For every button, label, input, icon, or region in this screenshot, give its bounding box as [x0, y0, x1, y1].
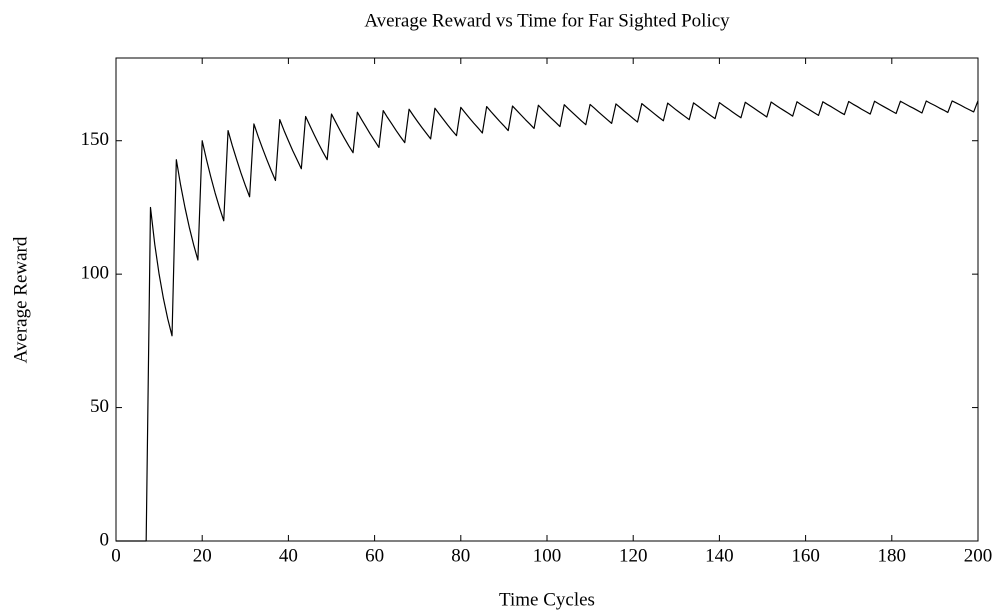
x-tick-label: 0	[111, 545, 121, 566]
x-tick-label: 40	[279, 545, 298, 566]
chart-title: Average Reward vs Time for Far Sighted P…	[364, 10, 730, 31]
y-tick-label: 150	[81, 129, 110, 150]
y-tick-label: 100	[81, 263, 110, 284]
data-line	[116, 100, 979, 542]
x-tick-label: 200	[964, 545, 993, 566]
plot-frame	[115, 57, 979, 542]
x-tick-label: 180	[878, 545, 907, 566]
y-tick-label: 50	[90, 396, 109, 417]
x-tick-label: 60	[365, 545, 384, 566]
x-tick-label: 120	[619, 545, 648, 566]
x-tick-label: 80	[451, 545, 470, 566]
x-tick-label: 140	[705, 545, 734, 566]
x-tick-label: 100	[533, 545, 562, 566]
x-tick-label: 20	[193, 545, 212, 566]
x-tick-label: 160	[791, 545, 820, 566]
x-axis-label: Time Cycles	[499, 589, 595, 610]
y-axis-label: Average Reward	[10, 236, 31, 363]
y-tick-label: 0	[100, 529, 110, 550]
